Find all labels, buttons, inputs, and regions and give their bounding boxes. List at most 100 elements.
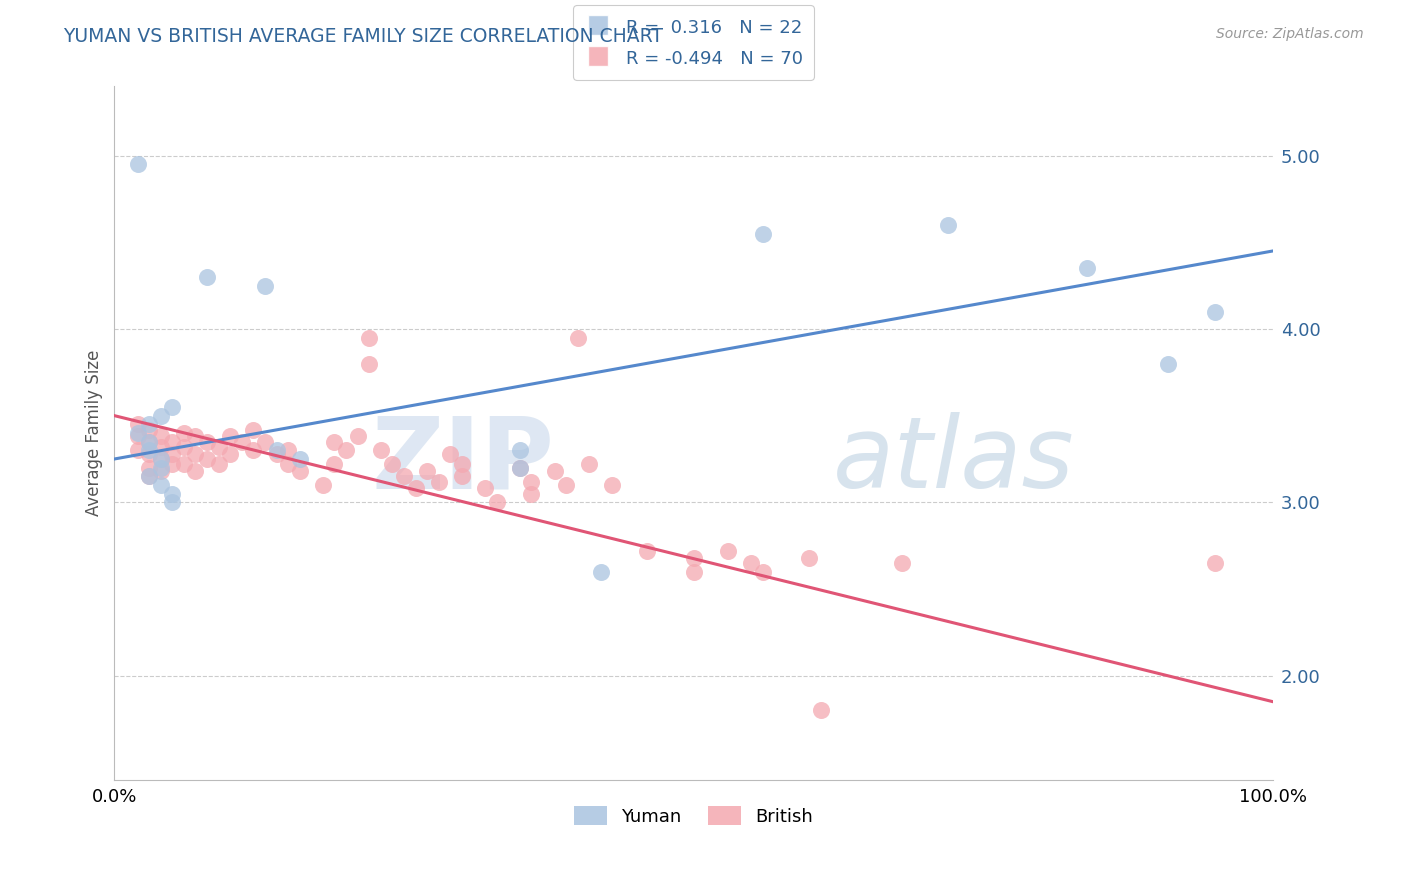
Point [138, 434, 160, 449]
Point [149, 464, 172, 478]
Point [567, 331, 589, 345]
Text: YUMAN VS BRITISH AVERAGE FAMILY SIZE CORRELATION CHART: YUMAN VS BRITISH AVERAGE FAMILY SIZE COR… [63, 27, 664, 45]
Point [253, 434, 276, 449]
Text: ZIP: ZIP [371, 412, 554, 509]
Point [891, 556, 914, 570]
Point [1076, 261, 1098, 276]
Point [162, 434, 184, 449]
Point [543, 464, 565, 478]
Point [1204, 556, 1226, 570]
Point [184, 429, 207, 443]
Point [752, 227, 775, 241]
Point [602, 478, 624, 492]
Point [173, 440, 195, 454]
Point [323, 434, 346, 449]
Point [936, 218, 959, 232]
Point [509, 443, 531, 458]
Point [149, 440, 172, 454]
Point [474, 482, 496, 496]
Point [242, 443, 264, 458]
Point [392, 469, 415, 483]
Point [208, 457, 231, 471]
Point [173, 457, 195, 471]
Point [520, 486, 543, 500]
Point [149, 429, 172, 443]
Text: Source: ZipAtlas.com: Source: ZipAtlas.com [1216, 27, 1364, 41]
Point [427, 475, 450, 489]
Point [149, 478, 172, 492]
Point [485, 495, 508, 509]
Point [277, 443, 299, 458]
Point [509, 460, 531, 475]
Point [1157, 357, 1180, 371]
Point [740, 556, 762, 570]
Point [149, 460, 172, 475]
Point [127, 417, 149, 432]
Point [162, 486, 184, 500]
Point [589, 565, 612, 579]
Point [231, 434, 253, 449]
Point [810, 703, 832, 717]
Point [1204, 304, 1226, 318]
Point [138, 469, 160, 483]
Point [451, 469, 474, 483]
Point [266, 447, 288, 461]
Legend: Yuman, British: Yuman, British [567, 799, 820, 833]
Point [359, 331, 381, 345]
Point [381, 457, 404, 471]
Point [323, 457, 346, 471]
Point [451, 457, 474, 471]
Point [184, 464, 207, 478]
Point [149, 409, 172, 423]
Point [266, 443, 288, 458]
Point [138, 443, 160, 458]
Point [277, 457, 299, 471]
Point [288, 464, 311, 478]
Point [173, 425, 195, 440]
Point [162, 457, 184, 471]
Y-axis label: Average Family Size: Average Family Size [86, 350, 103, 516]
Point [195, 434, 218, 449]
Point [416, 464, 439, 478]
Point [127, 443, 149, 458]
Point [219, 447, 242, 461]
Point [138, 434, 160, 449]
Point [184, 447, 207, 461]
Point [149, 452, 172, 467]
Point [253, 278, 276, 293]
Point [138, 469, 160, 483]
Point [288, 452, 311, 467]
Point [439, 447, 461, 461]
Point [682, 550, 704, 565]
Point [405, 482, 427, 496]
Point [127, 157, 149, 171]
Point [799, 550, 821, 565]
Point [636, 544, 658, 558]
Point [138, 417, 160, 432]
Point [162, 495, 184, 509]
Point [370, 443, 392, 458]
Point [555, 478, 578, 492]
Point [359, 357, 381, 371]
Point [682, 565, 704, 579]
Point [162, 400, 184, 414]
Point [578, 457, 600, 471]
Point [346, 429, 368, 443]
Point [509, 460, 531, 475]
Point [138, 423, 160, 437]
Point [195, 270, 218, 285]
Point [138, 460, 160, 475]
Text: atlas: atlas [832, 412, 1074, 509]
Point [195, 452, 218, 467]
Point [127, 429, 149, 443]
Point [138, 447, 160, 461]
Point [149, 452, 172, 467]
Point [520, 475, 543, 489]
Point [242, 423, 264, 437]
Point [312, 478, 335, 492]
Point [208, 440, 231, 454]
Point [127, 425, 149, 440]
Point [717, 544, 740, 558]
Point [219, 429, 242, 443]
Point [752, 565, 775, 579]
